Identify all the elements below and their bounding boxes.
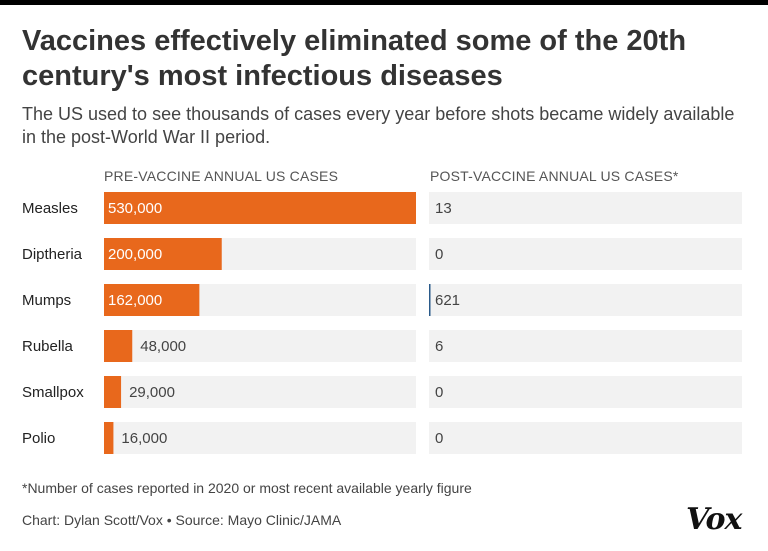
pre-value-label: 162,000 (108, 292, 162, 309)
post-bar-track (429, 422, 742, 454)
pre-bar (104, 284, 200, 316)
pre-bar (104, 376, 122, 408)
pre-value-label: 530,000 (108, 200, 162, 217)
post-bar-track (429, 238, 742, 270)
post-value-label: 0 (435, 246, 443, 263)
pre-bar (104, 238, 222, 270)
top-bar (0, 0, 768, 5)
column-header-pre: PRE-VACCINE ANNUAL US CASES (104, 168, 339, 184)
category-label: Diptheria (22, 246, 83, 263)
footnote: *Number of cases reported in 2020 or mos… (22, 480, 472, 496)
category-label: Measles (22, 200, 78, 217)
pre-bar-track (104, 330, 416, 362)
pre-bar-track (104, 422, 416, 454)
vox-logo: Vox (686, 502, 742, 537)
pre-bar (104, 192, 416, 224)
category-label: Smallpox (22, 384, 84, 401)
post-bar-track (429, 192, 742, 224)
post-value-label: 0 (435, 384, 443, 401)
pre-bar (104, 330, 133, 362)
chart-title: Vaccines effectively eliminated some of … (22, 25, 687, 92)
column-header-post: POST-VACCINE ANNUAL US CASES* (430, 168, 679, 184)
post-value-label: 621 (435, 292, 460, 309)
chart-subtitle: The US used to see thousands of cases ev… (22, 104, 735, 147)
category-label: Rubella (22, 338, 74, 355)
category-label: Mumps (22, 292, 71, 309)
post-bar (429, 284, 431, 316)
pre-value-label: 16,000 (121, 430, 167, 447)
pre-value-label: 48,000 (140, 338, 186, 355)
post-bar-track (429, 284, 742, 316)
post-bar-track (429, 330, 742, 362)
category-label: Polio (22, 430, 55, 447)
pre-value-label: 29,000 (129, 384, 175, 401)
post-value-label: 6 (435, 338, 443, 355)
post-bar-track (429, 376, 742, 408)
pre-bar-track (104, 376, 416, 408)
chart-credit: Chart: Dylan Scott/Vox • Source: Mayo Cl… (22, 512, 342, 528)
post-value-label: 13 (435, 200, 452, 217)
pre-bar (104, 422, 114, 454)
pre-value-label: 200,000 (108, 246, 162, 263)
post-value-label: 0 (435, 430, 443, 447)
